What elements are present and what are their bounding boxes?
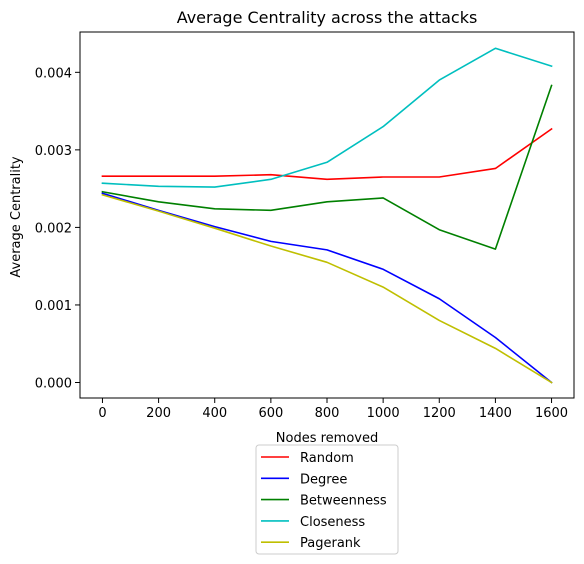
y-tick-label: 0.004 xyxy=(35,66,72,81)
series-line-closeness xyxy=(101,47,553,188)
legend-item-betweenness: Betweenness xyxy=(261,494,387,509)
series-lines xyxy=(101,47,553,384)
x-tick-label: 800 xyxy=(315,406,340,421)
y-axis-label: Average Centrality xyxy=(9,156,24,278)
x-tick-label: 1400 xyxy=(479,406,512,421)
legend-frame xyxy=(255,444,399,555)
series-line-pagerank xyxy=(101,193,553,384)
x-tick-label: 1200 xyxy=(423,406,456,421)
legend-label: Closeness xyxy=(300,515,365,530)
x-tick-label: 0 xyxy=(98,406,106,421)
y-tick-label: 0.002 xyxy=(35,221,72,236)
y-axis: 0.000 0.001 0.002 0.003 0.004 xyxy=(35,66,80,391)
x-tick-label: 200 xyxy=(146,406,171,421)
legend-label: Pagerank xyxy=(300,536,361,551)
legend-item-degree: Degree xyxy=(261,472,347,487)
plot-area xyxy=(79,31,575,399)
legend-label: Betweenness xyxy=(300,494,387,509)
x-tick-label: 1600 xyxy=(535,406,568,421)
legend-item-pagerank: Pagerank xyxy=(261,536,361,551)
x-tick-label: 1000 xyxy=(367,406,400,421)
x-tick-label: 600 xyxy=(258,406,283,421)
x-tick-label: 400 xyxy=(202,406,227,421)
y-tick-label: 0.001 xyxy=(35,299,72,314)
x-axis-label: Nodes removed xyxy=(276,431,378,446)
legend-item-closeness: Closeness xyxy=(261,515,365,530)
y-tick-label: 0.000 xyxy=(35,376,72,391)
legend-label: Random xyxy=(300,451,354,466)
legend: Random Degree Betweenness Closeness Pagerank xyxy=(255,444,399,555)
chart-title: Average Centrality across the attacks xyxy=(177,8,478,27)
legend-item-random: Random xyxy=(261,451,354,466)
series-line-random xyxy=(101,127,553,181)
series-line-betweenness xyxy=(101,84,553,250)
x-axis: 0 200 400 600 800 1000 1200 1400 1600 xyxy=(98,398,568,421)
series-line-degree xyxy=(101,192,553,384)
legend-label: Degree xyxy=(300,472,347,487)
y-tick-label: 0.003 xyxy=(35,144,72,159)
